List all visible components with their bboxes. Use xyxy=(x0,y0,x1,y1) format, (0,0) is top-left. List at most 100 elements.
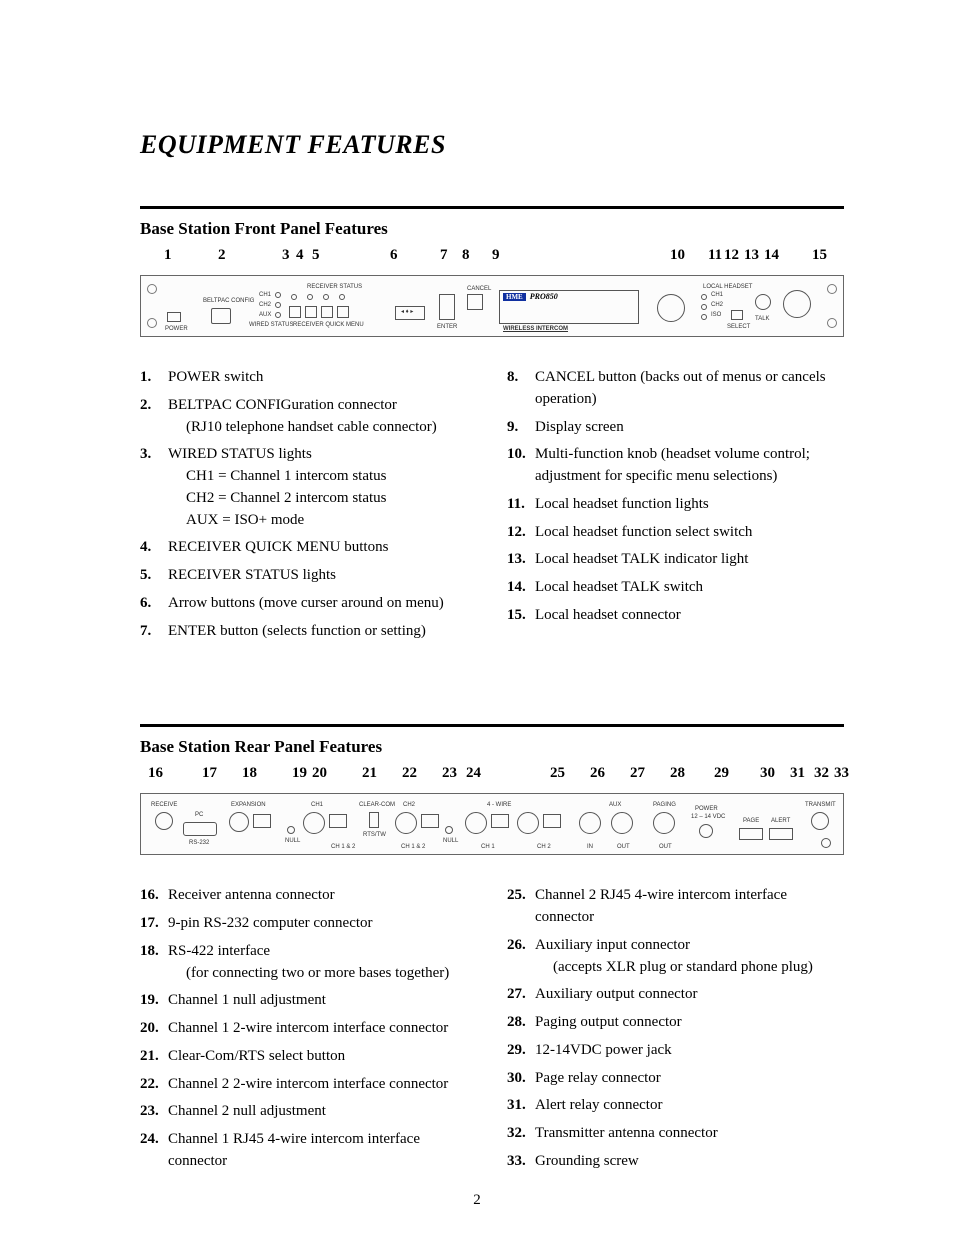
feature-item: 18.RS-422 interface(for connecting two o… xyxy=(140,941,477,985)
feature-item: 13.Local headset TALK indicator light xyxy=(507,549,844,571)
callout-number: 17 xyxy=(202,765,217,782)
feature-number: 2. xyxy=(140,395,168,439)
feature-item: 28.Paging output connector xyxy=(507,1012,844,1034)
feature-number: 25. xyxy=(507,885,535,929)
feature-text: Display screen xyxy=(535,417,624,439)
callout-number: 6 xyxy=(390,247,398,264)
callout-number: 19 xyxy=(292,765,307,782)
feature-item: 8.CANCEL button (backs out of menus or c… xyxy=(507,367,844,411)
label-lch1: CH1 xyxy=(711,292,723,298)
label-out2: OUT xyxy=(659,844,672,850)
feature-text: Channel 1 RJ45 4-wire intercom interface… xyxy=(168,1129,477,1173)
feature-text: Channel 1 2-wire intercom interface conn… xyxy=(168,1018,448,1040)
callout-number: 7 xyxy=(440,247,448,264)
callout-number: 9 xyxy=(492,247,500,264)
feature-item: 2.BELTPAC CONFIGuration connector(RJ10 t… xyxy=(140,395,477,439)
feature-text: Channel 2 null adjustment xyxy=(168,1101,326,1123)
feature-item: 11.Local headset function lights xyxy=(507,494,844,516)
callout-number: 10 xyxy=(670,247,685,264)
feature-item: 6.Arrow buttons (move curser around on m… xyxy=(140,593,477,615)
feature-number: 18. xyxy=(140,941,168,985)
feature-text: CANCEL button (backs out of menus or can… xyxy=(535,367,844,411)
feature-text: RECEIVER QUICK MENU buttons xyxy=(168,537,388,559)
label-c2: CH2 xyxy=(403,802,415,808)
feature-item: 14.Local headset TALK switch xyxy=(507,577,844,599)
feature-number: 20. xyxy=(140,1018,168,1040)
label-clearcom: CLEAR-COM xyxy=(359,802,395,808)
feature-item: 20.Channel 1 2-wire intercom interface c… xyxy=(140,1018,477,1040)
callout-number: 21 xyxy=(362,765,377,782)
feature-number: 13. xyxy=(507,549,535,571)
callout-number: 5 xyxy=(312,247,320,264)
feature-item: 26.Auxiliary input connector(accepts XLR… xyxy=(507,935,844,979)
feature-text: POWER switch xyxy=(168,367,263,389)
feature-text: Auxiliary output connector xyxy=(535,984,697,1006)
feature-text: Local headset function lights xyxy=(535,494,709,516)
callout-number: 32 xyxy=(814,765,829,782)
callout-number: 24 xyxy=(466,765,481,782)
feature-item: 27.Auxiliary output connector xyxy=(507,984,844,1006)
label-receive: RECEIVE xyxy=(151,802,177,808)
label-alert: ALERT xyxy=(771,818,790,824)
feature-item: 7.ENTER button (selects function or sett… xyxy=(140,621,477,643)
callout-number: 31 xyxy=(790,765,805,782)
callout-number: 18 xyxy=(242,765,257,782)
feature-number: 12. xyxy=(507,522,535,544)
feature-number: 29. xyxy=(507,1040,535,1062)
callout-number: 26 xyxy=(590,765,605,782)
feature-text: Alert relay connector xyxy=(535,1095,662,1117)
feature-item: 22.Channel 2 2-wire intercom interface c… xyxy=(140,1074,477,1096)
feature-item: 23.Channel 2 null adjustment xyxy=(140,1101,477,1123)
feature-number: 4. xyxy=(140,537,168,559)
callout-number: 22 xyxy=(402,765,417,782)
label-4wire: 4 - WIRE xyxy=(487,802,511,808)
feature-text: Auxiliary input connector(accepts XLR pl… xyxy=(535,935,813,979)
feature-number: 15. xyxy=(507,605,535,627)
feature-number: 19. xyxy=(140,990,168,1012)
feature-number: 30. xyxy=(507,1068,535,1090)
callout-number: 25 xyxy=(550,765,565,782)
feature-text: Receiver antenna connector xyxy=(168,885,335,907)
label-rs232: RS-232 xyxy=(189,840,209,846)
feature-item: 1.POWER switch xyxy=(140,367,477,389)
callout-number: 4 xyxy=(296,247,304,264)
rear-heading: Base Station Rear Panel Features xyxy=(140,737,844,757)
feature-item: 10.Multi-function knob (headset volume c… xyxy=(507,444,844,488)
feature-number: 8. xyxy=(507,367,535,411)
feature-number: 21. xyxy=(140,1046,168,1068)
feature-item: 9.Display screen xyxy=(507,417,844,439)
callout-number: 13 xyxy=(744,247,759,264)
page-title: EQUIPMENT FEATURES xyxy=(140,130,844,160)
label-recv-status: RECEIVER STATUS xyxy=(307,284,362,290)
feature-item: 32.Transmitter antenna connector xyxy=(507,1123,844,1145)
feature-number: 3. xyxy=(140,444,168,531)
feature-item: 4.RECEIVER QUICK MENU buttons xyxy=(140,537,477,559)
label-ch12: CH 1 & 2 xyxy=(331,844,355,850)
label-model: PRO850 xyxy=(530,292,558,301)
feature-item: 25.Channel 2 RJ45 4-wire intercom interf… xyxy=(507,885,844,929)
label-pwr: POWER xyxy=(695,806,718,812)
feature-text: Local headset TALK indicator light xyxy=(535,549,748,571)
label-aux: AUX xyxy=(259,312,271,318)
label-ch12b: CH 1 & 2 xyxy=(401,844,425,850)
callout-number: 29 xyxy=(714,765,729,782)
feature-text: WIRED STATUS lightsCH1 = Channel 1 inter… xyxy=(168,444,387,531)
page-number: 2 xyxy=(473,1192,481,1209)
feature-text: Transmitter antenna connector xyxy=(535,1123,718,1145)
feature-text: Local headset TALK switch xyxy=(535,577,703,599)
feature-item: 21.Clear-Com/RTS select button xyxy=(140,1046,477,1068)
feature-text: Paging output connector xyxy=(535,1012,682,1034)
callout-number: 23 xyxy=(442,765,457,782)
label-wireless: WIRELESS INTERCOM xyxy=(503,326,568,332)
feature-number: 33. xyxy=(507,1151,535,1173)
feature-text: Page relay connector xyxy=(535,1068,661,1090)
feature-item: 16.Receiver antenna connector xyxy=(140,885,477,907)
callout-number: 8 xyxy=(462,247,470,264)
feature-text: Local headset connector xyxy=(535,605,681,627)
label-recv-quick: RECEIVER QUICK MENU xyxy=(293,322,364,328)
front-items: 1.POWER switch 2.BELTPAC CONFIGuration co… xyxy=(140,367,844,648)
front-panel-figure: POWER BELTPAC CONFIG CH1 CH2 AUX WIRED S… xyxy=(140,275,844,337)
feature-item: 3.WIRED STATUS lightsCH1 = Channel 1 int… xyxy=(140,444,477,531)
feature-item: 5.RECEIVER STATUS lights xyxy=(140,565,477,587)
feature-number: 28. xyxy=(507,1012,535,1034)
